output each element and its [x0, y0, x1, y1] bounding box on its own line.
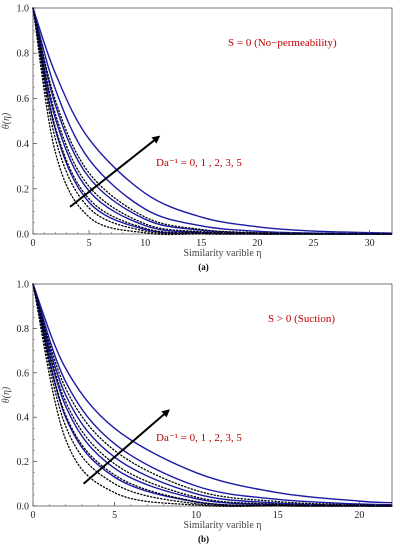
x-tick-label: 20 [252, 238, 262, 249]
solid-series-line [32, 283, 393, 507]
parameter-arrow-b [82, 409, 170, 485]
solid-series-line [32, 283, 393, 504]
x-tick-label: 5 [87, 238, 92, 249]
y-tick-label: 0.6 [17, 94, 30, 105]
x-axis-title-b: Similarity varible η [184, 520, 262, 531]
dotted-series-line [32, 7, 393, 235]
y-axis-title-b: θ(η) [1, 386, 12, 403]
x-tick-label: 25 [308, 238, 318, 249]
solid-series-line [32, 283, 393, 507]
solid-series-line [32, 283, 393, 507]
solid-series-line [32, 7, 393, 234]
y-tick-label: 0.8 [17, 324, 30, 335]
series-layer-b [32, 283, 393, 507]
y-tick-label: 0.8 [17, 49, 30, 60]
plot-frame-b [32, 283, 393, 507]
annotation-a: S = 0 (No−permeability) [228, 37, 337, 49]
solid-series-line [32, 7, 392, 235]
panel-label-a: (a) [198, 262, 209, 272]
y-tick-label: 0.2 [17, 184, 30, 195]
x-tick-label: 0 [31, 510, 36, 521]
dotted-series-line [32, 7, 393, 235]
dotted-series-line [32, 283, 393, 507]
dotted-series-line [32, 283, 393, 507]
y-axis-title-a: θ(η) [1, 112, 12, 129]
y-tick-label: 1.0 [17, 280, 30, 291]
solid-series-line [32, 7, 393, 235]
x-tick-label: 30 [365, 238, 375, 249]
x-tick-label: 10 [191, 510, 201, 521]
panel-label-b: (b) [198, 534, 209, 544]
x-tick-label: 0 [31, 238, 36, 249]
y-tick-label: 0.4 [17, 413, 30, 424]
y-tick-label: 0.0 [17, 502, 30, 513]
solid-series-line [32, 283, 393, 506]
x-tick-label: 15 [273, 510, 283, 521]
parameter-arrow-a [69, 135, 161, 208]
dotted-series-line [32, 283, 393, 506]
panel-b: 0 5 10 15 20 0.0 0.2 0.4 0.6 0.8 1.0 S > 0 (Sucti… [1, 280, 393, 544]
y-tick-label: 0.0 [17, 230, 30, 241]
dotted-series-line [32, 7, 393, 236]
annotation-b: S > 0 (Suction) [268, 313, 335, 325]
series-layer-a [32, 7, 393, 236]
x-tick-label: 20 [354, 510, 364, 521]
y-tick-label: 0.6 [17, 368, 30, 379]
y-tick-label: 0.2 [17, 457, 30, 468]
parameter-label-a: Da⁻¹ = 0, 1 , 2, 3, 5 [156, 157, 242, 169]
dotted-series-line [32, 283, 393, 507]
x-tick-label: 15 [196, 238, 206, 249]
parameter-label-b: Da⁻¹ = 0, 1 , 2, 3, 5 [156, 432, 242, 444]
dotted-series-line [32, 7, 393, 235]
y-tick-label: 0.4 [17, 139, 30, 150]
y-tick-label: 1.0 [17, 4, 30, 15]
x-tick-label: 5 [112, 510, 117, 521]
dotted-series-line [32, 283, 393, 507]
x-tick-label: 10 [140, 238, 150, 249]
panel-a: 0 5 10 15 20 25 30 0.0 0.2 0.4 0.6 0.8 1.0 S = 0 (N… [1, 4, 393, 272]
x-axis-title-a: Similarity varible η [184, 248, 262, 259]
